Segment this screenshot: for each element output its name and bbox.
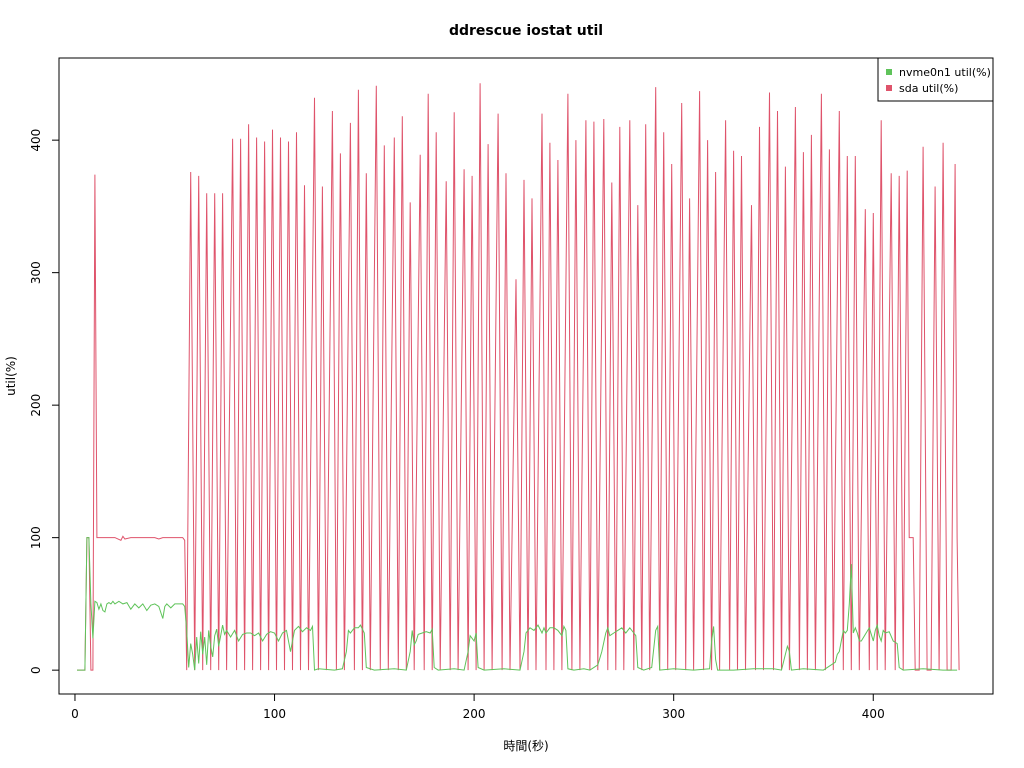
legend-swatch-nvme0n1 [886,69,892,75]
legend-label-nvme0n1: nvme0n1 util(%) [899,66,991,79]
x-tick-label: 400 [862,707,885,721]
y-tick-label: 300 [29,261,43,284]
x-tick-label: 200 [463,707,486,721]
legend-label-sda: sda util(%) [899,82,958,95]
y-tick-label: 200 [29,394,43,417]
legend: nvme0n1 util(%) sda util(%) [877,57,994,102]
chart-title: ddrescue iostat util [449,23,603,39]
series-line-sda [77,83,960,671]
x-tick-label: 300 [662,707,685,721]
x-tick-label: 100 [263,707,286,721]
y-axis-label: util(%) [4,356,18,396]
x-axis: 0 100 200 300 400 [71,693,885,721]
y-tick-label: 400 [29,129,43,152]
series-layer [77,83,960,671]
y-axis: 0 100 200 300 400 [29,129,60,674]
y-tick-label: 0 [29,666,43,674]
x-axis-label: 時間(秒) [503,739,548,753]
y-tick-label: 100 [29,526,43,549]
legend-swatch-sda [886,85,892,91]
series-line-nvme0n1 [77,537,958,671]
legend-box [877,57,994,102]
x-tick-label: 0 [71,707,79,721]
